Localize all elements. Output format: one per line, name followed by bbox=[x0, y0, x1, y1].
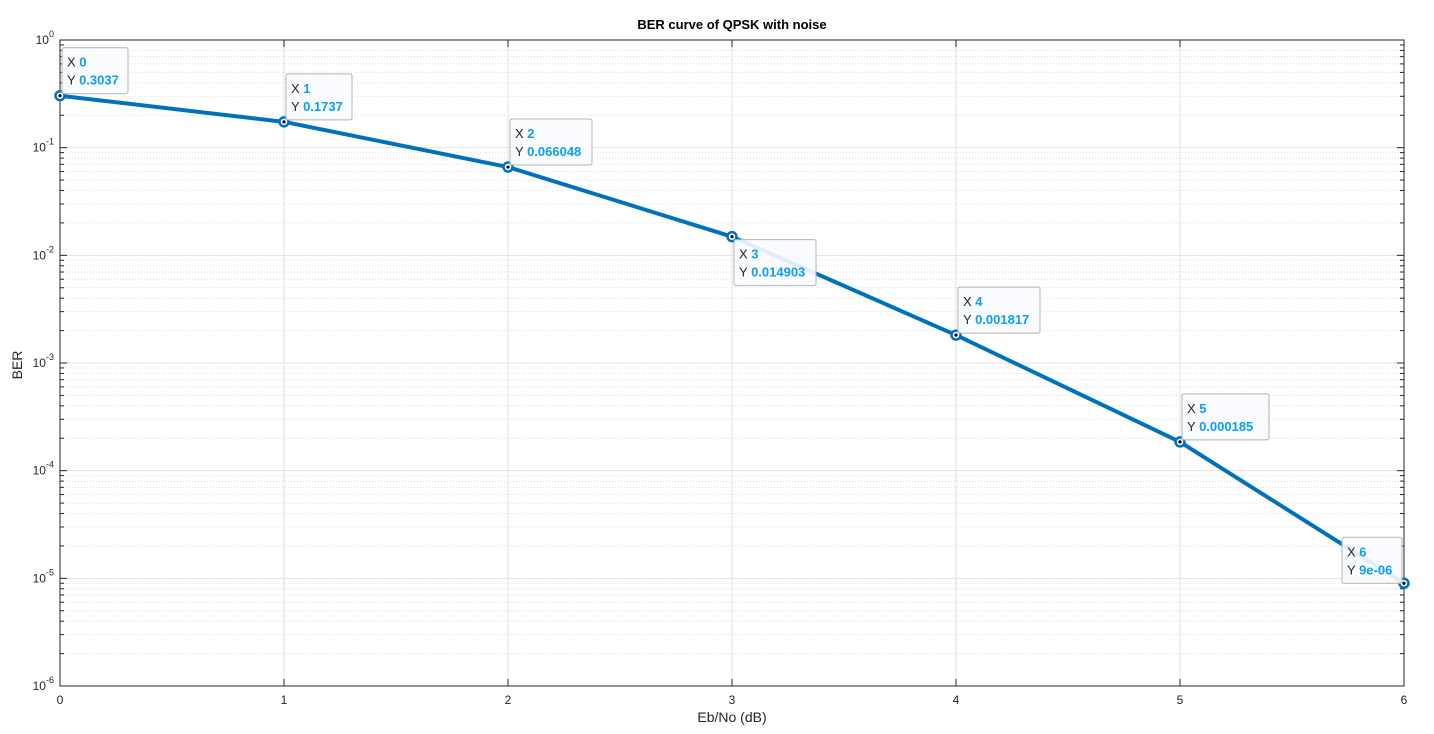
x-tick-label: 5 bbox=[1177, 693, 1184, 707]
datatip-x-row: X 1 bbox=[291, 81, 311, 96]
datatip[interactable]: X 3Y 0.014903 bbox=[733, 239, 817, 287]
datatip-x-value: 1 bbox=[303, 81, 310, 96]
datatip-y-value: 0.001817 bbox=[975, 312, 1029, 327]
datatip-box bbox=[957, 286, 1041, 334]
datatip-y-row: Y 0.3037 bbox=[67, 73, 119, 88]
datatip-box bbox=[1181, 393, 1270, 441]
data-point-center bbox=[954, 333, 958, 337]
datatip-y-key: Y bbox=[739, 265, 751, 280]
x-tick-label: 4 bbox=[953, 693, 960, 707]
datatip-x-key: X bbox=[67, 55, 79, 70]
datatip-y-key: Y bbox=[1347, 562, 1359, 577]
datatip-y-value: 0.014903 bbox=[751, 265, 805, 280]
y-tick-label: 100 bbox=[36, 29, 54, 47]
datatip-box bbox=[509, 118, 593, 166]
datatip-x-value: 0 bbox=[79, 55, 86, 70]
datatip-y-key: Y bbox=[291, 99, 303, 114]
datatip-y-row: Y 0.1737 bbox=[291, 99, 343, 114]
y-axis-label: BER bbox=[9, 351, 25, 380]
datatip-y-row: Y 9e-06 bbox=[1347, 562, 1392, 577]
datatip-x-row: X 3 bbox=[739, 247, 759, 262]
datatip[interactable]: X 2Y 0.066048 bbox=[509, 118, 593, 166]
y-tick-label: 10-2 bbox=[33, 244, 54, 262]
datatip-y-row: Y 0.000185 bbox=[1187, 419, 1253, 434]
datatip-box bbox=[1341, 536, 1403, 584]
data-point-center bbox=[282, 120, 286, 124]
datatip-y-key: Y bbox=[1187, 419, 1199, 434]
datatip-x-row: X 4 bbox=[963, 294, 983, 309]
datatip-x-value: 2 bbox=[527, 126, 534, 141]
datatip-x-row: X 2 bbox=[515, 126, 535, 141]
x-tick-label: 2 bbox=[505, 693, 512, 707]
y-tick-label: 10-6 bbox=[33, 675, 54, 693]
datatip-y-value: 0.066048 bbox=[527, 144, 581, 159]
datatip-y-value: 0.000185 bbox=[1199, 419, 1253, 434]
x-axis-label: Eb/No (dB) bbox=[697, 709, 766, 725]
y-tick-label: 10-5 bbox=[33, 567, 54, 585]
x-tick-label: 3 bbox=[729, 693, 736, 707]
x-tick-label: 1 bbox=[281, 693, 288, 707]
datatip-x-key: X bbox=[515, 126, 527, 141]
datatip[interactable]: X 0Y 0.3037 bbox=[61, 47, 129, 95]
datatip-x-row: X 0 bbox=[67, 55, 87, 70]
datatip-y-key: Y bbox=[515, 144, 527, 159]
datatip-x-key: X bbox=[291, 81, 303, 96]
datatip-x-value: 4 bbox=[975, 294, 983, 309]
datatip-y-row: Y 0.001817 bbox=[963, 312, 1029, 327]
datatip[interactable]: X 1Y 0.1737 bbox=[285, 73, 353, 121]
x-tick-labels: 0 1 2 3 4 5 6 bbox=[57, 693, 1408, 707]
datatip-y-value: 0.1737 bbox=[303, 99, 343, 114]
y-tick-label: 10-4 bbox=[33, 460, 54, 478]
y-tick-labels: 10-6 10-5 10-4 10-3 10-2 10-1 100 bbox=[33, 29, 54, 693]
chart-title: BER curve of QPSK with noise bbox=[637, 17, 826, 32]
datatip[interactable]: X 4Y 0.001817 bbox=[957, 286, 1041, 334]
x-tick-label: 0 bbox=[57, 693, 64, 707]
data-point-center bbox=[506, 165, 510, 169]
datatip-x-value: 6 bbox=[1359, 544, 1366, 559]
datatip-x-value: 3 bbox=[751, 247, 758, 262]
data-point-center bbox=[1402, 581, 1406, 585]
datatip-box bbox=[285, 73, 353, 121]
data-point-center bbox=[730, 235, 734, 239]
datatip-x-value: 5 bbox=[1199, 401, 1206, 416]
datatip[interactable]: X 6Y 9e-06 bbox=[1341, 536, 1403, 584]
datatip-y-row: Y 0.066048 bbox=[515, 144, 581, 159]
datatip-y-row: Y 0.014903 bbox=[739, 265, 805, 280]
data-point-center bbox=[1178, 440, 1182, 444]
datatip-x-key: X bbox=[739, 247, 751, 262]
datatip-x-row: X 5 bbox=[1187, 401, 1207, 416]
datatip[interactable]: X 5Y 0.000185 bbox=[1181, 393, 1270, 441]
datatip-x-key: X bbox=[963, 294, 975, 309]
y-tick-label: 10-1 bbox=[33, 137, 54, 155]
data-point-center bbox=[58, 94, 62, 98]
datatip-y-key: Y bbox=[67, 73, 79, 88]
datatip-box bbox=[61, 47, 129, 95]
datatip-y-value: 0.3037 bbox=[79, 73, 119, 88]
datatip-y-value: 9e-06 bbox=[1359, 562, 1392, 577]
datatip-x-row: X 6 bbox=[1347, 544, 1367, 559]
y-tick-label: 10-3 bbox=[33, 352, 54, 370]
datatip-y-key: Y bbox=[963, 312, 975, 327]
x-tick-label: 6 bbox=[1401, 693, 1408, 707]
datatip-box bbox=[733, 239, 817, 287]
datatip-x-key: X bbox=[1347, 544, 1359, 559]
datatip-x-key: X bbox=[1187, 401, 1199, 416]
